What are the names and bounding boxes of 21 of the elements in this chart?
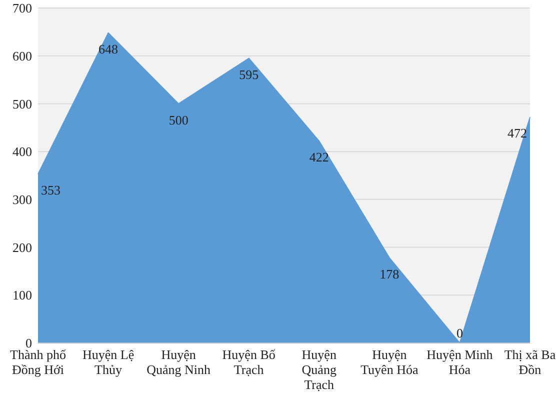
- x-tick-label: Huyện Bố Trạch: [222, 347, 276, 377]
- y-tick-label: 300: [12, 192, 32, 207]
- data-label: 0: [456, 326, 463, 341]
- x-tick-label: Huyện Quảng Trạch: [302, 347, 337, 392]
- data-label: 422: [309, 150, 329, 165]
- x-tick-label: Huyện Minh Hóa: [426, 347, 494, 377]
- y-tick-label: 600: [12, 48, 32, 64]
- x-tick-label: Thị xã Ba Đồn: [504, 347, 556, 377]
- x-tick-label: Huyện Tuyên Hóa: [360, 347, 418, 377]
- x-tick-label: Huyện Lệ Thủy: [82, 347, 134, 377]
- y-tick-label: 200: [12, 240, 32, 255]
- data-label: 178: [380, 266, 400, 282]
- data-label: 648: [98, 41, 118, 56]
- x-tick-label: Huyện Quảng Ninh: [146, 347, 212, 377]
- data-label: 353: [41, 182, 60, 198]
- data-label: 595: [239, 66, 259, 82]
- y-tick-label: 700: [12, 0, 32, 16]
- y-tick-label: 500: [12, 96, 32, 112]
- data-label: 500: [168, 112, 188, 128]
- y-tick-label: 400: [12, 144, 32, 160]
- y-tick-label: 100: [12, 288, 32, 303]
